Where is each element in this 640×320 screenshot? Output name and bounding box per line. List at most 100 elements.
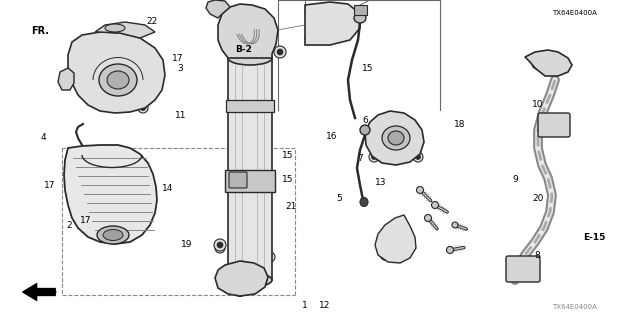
Circle shape [406, 243, 410, 247]
Circle shape [305, 7, 315, 17]
Ellipse shape [360, 125, 370, 135]
Text: 15: 15 [282, 175, 294, 184]
Ellipse shape [105, 24, 125, 32]
Circle shape [223, 276, 227, 281]
Ellipse shape [99, 64, 137, 96]
Circle shape [217, 242, 223, 248]
Circle shape [557, 59, 567, 69]
Bar [225, 170, 275, 192]
Circle shape [70, 200, 80, 210]
Text: 5: 5 [337, 194, 342, 203]
Polygon shape [68, 32, 165, 113]
Text: B-2: B-2 [235, 45, 252, 54]
Ellipse shape [360, 197, 368, 206]
Polygon shape [206, 0, 230, 18]
FancyBboxPatch shape [229, 172, 247, 188]
Text: 10: 10 [532, 100, 543, 108]
Circle shape [529, 263, 539, 273]
Circle shape [141, 106, 145, 110]
Ellipse shape [228, 273, 272, 287]
Bar [226, 100, 274, 112]
Bar [228, 58, 272, 280]
Polygon shape [95, 22, 155, 38]
Circle shape [62, 79, 66, 83]
Ellipse shape [103, 229, 123, 241]
Circle shape [348, 22, 353, 28]
Polygon shape [215, 261, 268, 296]
Circle shape [59, 76, 69, 86]
Ellipse shape [228, 51, 272, 65]
Circle shape [541, 123, 547, 127]
Circle shape [277, 49, 283, 55]
Text: 4: 4 [41, 133, 46, 142]
Circle shape [234, 285, 246, 297]
Polygon shape [365, 111, 424, 165]
Circle shape [559, 61, 564, 67]
Circle shape [265, 252, 275, 262]
Circle shape [532, 59, 542, 69]
Circle shape [531, 266, 536, 270]
Text: 21: 21 [285, 202, 297, 211]
Circle shape [381, 250, 392, 260]
Circle shape [507, 263, 517, 273]
Text: 15: 15 [362, 64, 374, 73]
Circle shape [415, 155, 420, 159]
Circle shape [534, 61, 540, 67]
Circle shape [447, 246, 454, 253]
Circle shape [345, 20, 355, 30]
Text: 9: 9 [513, 175, 518, 184]
Polygon shape [354, 5, 367, 15]
Circle shape [218, 245, 223, 251]
Ellipse shape [354, 13, 366, 23]
Polygon shape [375, 215, 416, 263]
Text: 14: 14 [162, 184, 173, 193]
Circle shape [244, 54, 256, 66]
Text: 1: 1 [302, 301, 307, 310]
Circle shape [424, 214, 431, 221]
Text: 22: 22 [147, 17, 158, 26]
FancyArrowPatch shape [23, 284, 55, 300]
Circle shape [561, 123, 566, 127]
Polygon shape [218, 4, 278, 58]
Circle shape [138, 103, 148, 113]
Circle shape [250, 273, 260, 284]
Circle shape [403, 239, 413, 251]
Text: 7: 7 [357, 154, 362, 163]
Circle shape [214, 239, 226, 251]
Text: 18: 18 [454, 120, 465, 129]
Text: 13: 13 [375, 178, 387, 187]
Text: 16: 16 [326, 132, 337, 141]
Text: 19: 19 [181, 240, 193, 249]
Circle shape [307, 36, 312, 41]
Text: 11: 11 [175, 111, 186, 120]
Circle shape [509, 266, 515, 270]
Circle shape [383, 252, 388, 258]
Circle shape [417, 187, 424, 194]
Text: 8: 8 [535, 252, 540, 260]
Circle shape [305, 33, 315, 43]
Text: 15: 15 [282, 151, 294, 160]
Polygon shape [64, 145, 157, 244]
Text: 20: 20 [532, 194, 543, 203]
Circle shape [220, 273, 230, 284]
Polygon shape [305, 2, 360, 45]
Circle shape [371, 155, 376, 159]
Circle shape [268, 255, 272, 259]
Circle shape [369, 152, 379, 162]
Text: E-15: E-15 [583, 233, 605, 242]
Circle shape [253, 276, 257, 281]
Text: 2: 2 [67, 221, 72, 230]
Text: 17: 17 [172, 54, 184, 63]
Text: TX64E0400A: TX64E0400A [552, 10, 597, 16]
Text: 3: 3 [178, 64, 183, 73]
Circle shape [72, 203, 77, 207]
Text: TX64E0400A: TX64E0400A [552, 304, 597, 310]
Circle shape [431, 202, 438, 209]
FancyBboxPatch shape [538, 113, 570, 137]
Circle shape [452, 222, 458, 228]
Ellipse shape [97, 226, 129, 244]
Circle shape [307, 10, 312, 14]
Polygon shape [58, 68, 74, 90]
Text: 17: 17 [44, 181, 56, 190]
Text: 17: 17 [80, 216, 92, 225]
